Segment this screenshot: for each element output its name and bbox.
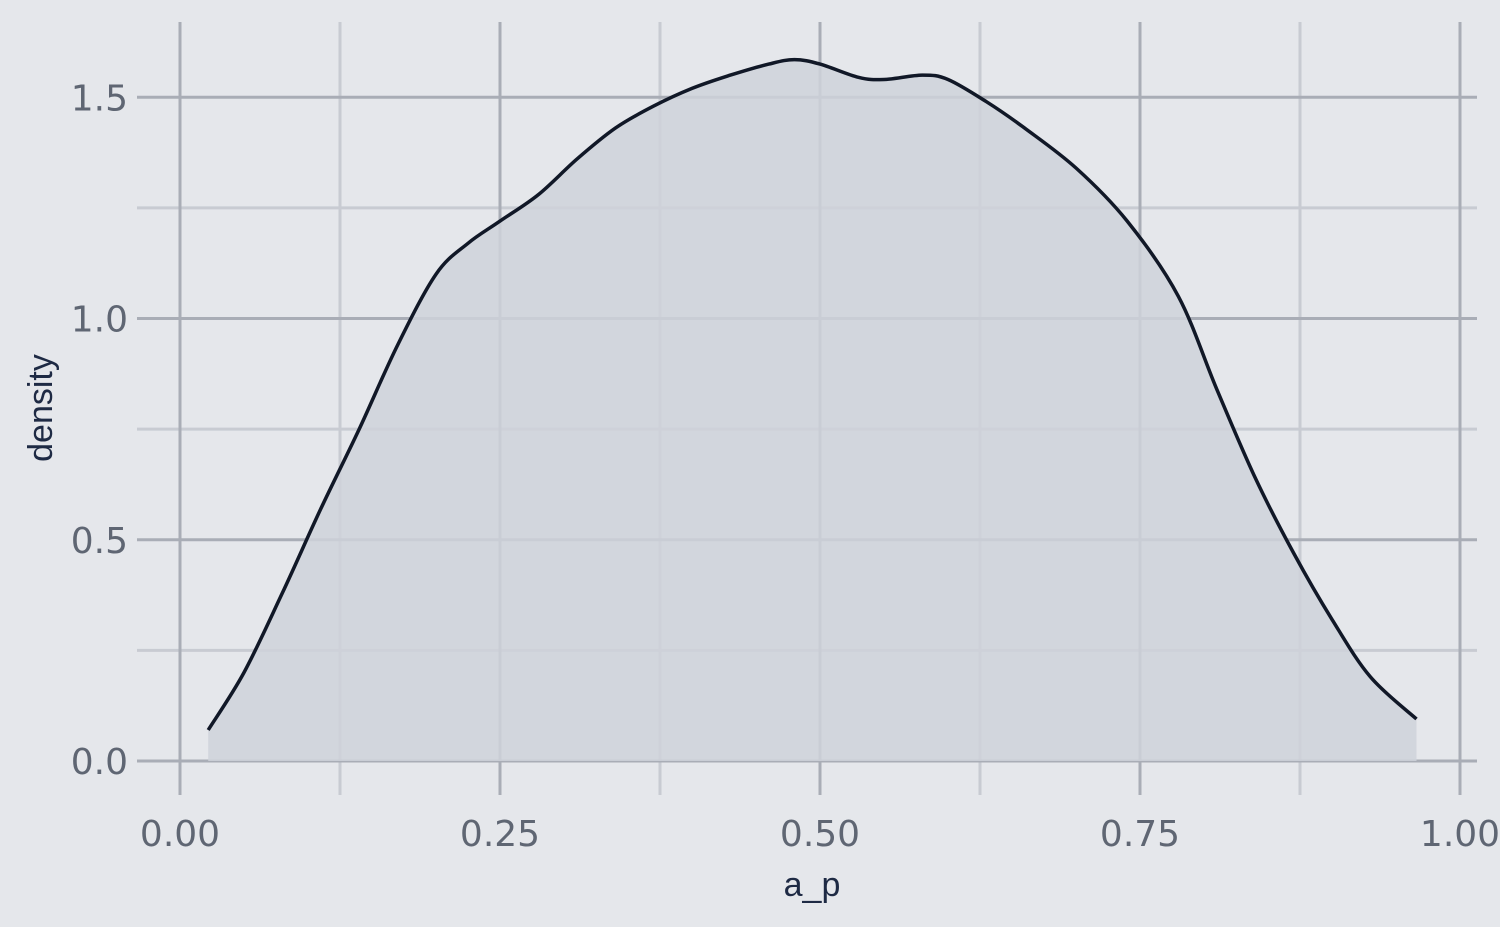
density-line	[206, 57, 1418, 731]
y-tick-label: 1.5	[71, 78, 128, 119]
x-tick-label: 0.25	[460, 814, 540, 855]
density-area	[208, 59, 1417, 762]
y-tick-label: 0.5	[71, 521, 128, 562]
x-tick-label: 0.50	[780, 814, 860, 855]
y-tick-labels: 0.0 0.5 1.0 1.5	[71, 78, 128, 783]
y-axis-title: density	[22, 354, 60, 462]
x-axis-title: a_p	[784, 866, 841, 904]
x-tick-label: 1.00	[1420, 814, 1500, 855]
x-tick-labels: 0.00 0.25 0.50 0.75 1.00	[140, 814, 1500, 855]
x-tick-label: 0.00	[140, 814, 220, 855]
x-tick-label: 0.75	[1100, 814, 1180, 855]
y-tick-label: 1.0	[71, 300, 128, 341]
y-tick-label: 0.0	[71, 742, 128, 783]
